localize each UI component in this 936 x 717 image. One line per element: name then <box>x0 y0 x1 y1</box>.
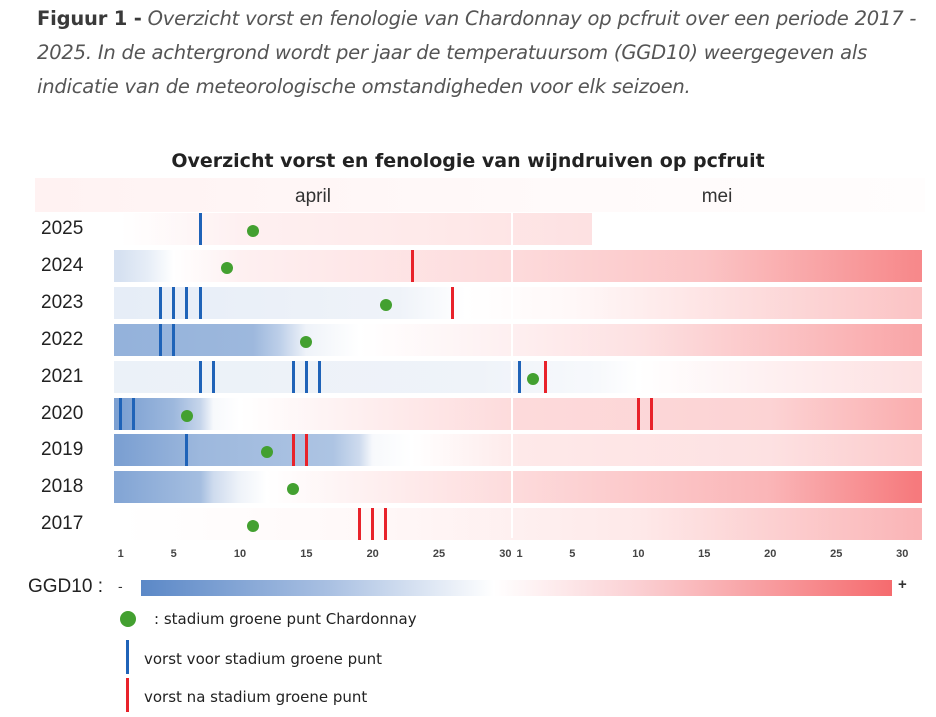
ggd-legend-label: GGD10 : <box>28 576 103 597</box>
tick-label-april: 20 <box>366 548 379 560</box>
frost-after-mark <box>650 397 654 430</box>
frost-after-mark <box>411 249 414 282</box>
ggd-legend-plus: + <box>898 576 907 593</box>
month-label-mei: mei <box>701 186 733 207</box>
frost-before-mark <box>518 360 522 393</box>
ggd-row-background <box>114 249 922 282</box>
frost-after-mark <box>357 508 361 541</box>
year-label: 2021 <box>41 365 84 387</box>
frost-before-mark <box>198 213 202 245</box>
frost-before-mark <box>318 360 322 393</box>
tick-label-mei: 10 <box>632 548 645 560</box>
frost-before-mark <box>212 360 215 393</box>
tick-label-april: 10 <box>233 548 247 560</box>
tick-label-april: 30 <box>499 548 512 560</box>
figure-caption: Figuur 1 - Overzicht vorst en fenologie … <box>37 2 927 104</box>
frost-after-mark <box>384 508 388 541</box>
tick-label-mei: 15 <box>698 548 711 560</box>
legend-green-point-icon <box>120 611 136 627</box>
legend-green-point-text: : stadium groene punt Chardonnay <box>154 610 417 628</box>
ggd-color-scale <box>141 580 892 596</box>
green-point-marker <box>379 298 392 311</box>
ggd-row-background <box>114 286 922 319</box>
ggd-row-background <box>114 508 922 541</box>
frost-before-mark <box>304 360 308 393</box>
year-label: 2017 <box>41 513 84 535</box>
year-label: 2019 <box>41 439 84 461</box>
legend-frost-after-icon <box>126 678 129 712</box>
legend-frost-before-icon <box>126 640 129 674</box>
ggd-row-background <box>114 360 922 393</box>
tick-label-april: 15 <box>300 548 313 560</box>
caption-text: Overzicht vorst en fenologie van Chardon… <box>37 7 917 98</box>
frost-before-mark <box>132 397 136 430</box>
month-divider <box>511 213 513 538</box>
frost-after-mark <box>291 434 295 467</box>
tick-label-april: 1 <box>117 548 124 560</box>
frost-before-mark <box>119 397 123 430</box>
year-label: 2024 <box>41 254 84 276</box>
ggd-row-background <box>114 434 922 467</box>
frost-after-mark <box>304 434 308 467</box>
green-point-marker <box>526 372 539 385</box>
legend-frost-after-text: vorst na stadium groene punt <box>144 688 368 706</box>
month-label-april: april <box>295 186 331 207</box>
tick-label-mei: 25 <box>830 548 843 560</box>
frost-before-mark <box>291 360 295 393</box>
frost-before-mark <box>198 360 202 393</box>
green-point-marker <box>247 225 260 237</box>
tick-label-mei: 30 <box>896 548 909 560</box>
frost-before-mark <box>185 434 189 467</box>
legend-frost-before-text: vorst voor stadium groene punt <box>144 650 383 668</box>
ggd-row-background <box>114 397 922 430</box>
frost-before-mark <box>198 286 202 319</box>
frost-before-mark <box>158 286 162 319</box>
chart-title: Overzicht vorst en fenologie van wijndru… <box>171 150 765 172</box>
ggd-row-background <box>114 213 592 245</box>
green-point-marker <box>247 520 260 533</box>
caption-label: Figuur 1 - <box>37 7 142 30</box>
frost-before-mark <box>185 286 189 319</box>
tick-label-april: 25 <box>432 548 446 560</box>
year-label: 2018 <box>41 476 84 498</box>
green-point-marker <box>180 409 193 422</box>
year-label: 2022 <box>41 328 84 350</box>
month-header-band <box>35 178 925 212</box>
frost-after-mark <box>371 508 375 541</box>
year-label: 2023 <box>41 291 84 313</box>
tick-label-mei: 20 <box>764 548 777 560</box>
frost-after-mark <box>544 360 548 393</box>
frost-after-mark <box>636 397 640 430</box>
ggd-legend-minus: - <box>118 578 123 594</box>
frost-after-mark <box>450 286 454 319</box>
tick-label-mei: 5 <box>569 548 576 560</box>
tick-label-april: 5 <box>170 548 177 560</box>
green-point-marker <box>260 446 273 459</box>
green-point-marker <box>287 483 300 496</box>
green-point-marker <box>220 261 233 274</box>
frost-before-mark <box>158 323 162 356</box>
tick-label-mei: 1 <box>516 548 523 560</box>
green-point-marker <box>300 335 313 348</box>
year-label: 2020 <box>41 402 84 424</box>
frost-before-mark <box>172 323 176 356</box>
ggd-row-background <box>114 323 922 356</box>
year-label: 2025 <box>41 218 84 239</box>
frost-before-mark <box>172 286 176 319</box>
ggd-row-background <box>114 471 922 504</box>
